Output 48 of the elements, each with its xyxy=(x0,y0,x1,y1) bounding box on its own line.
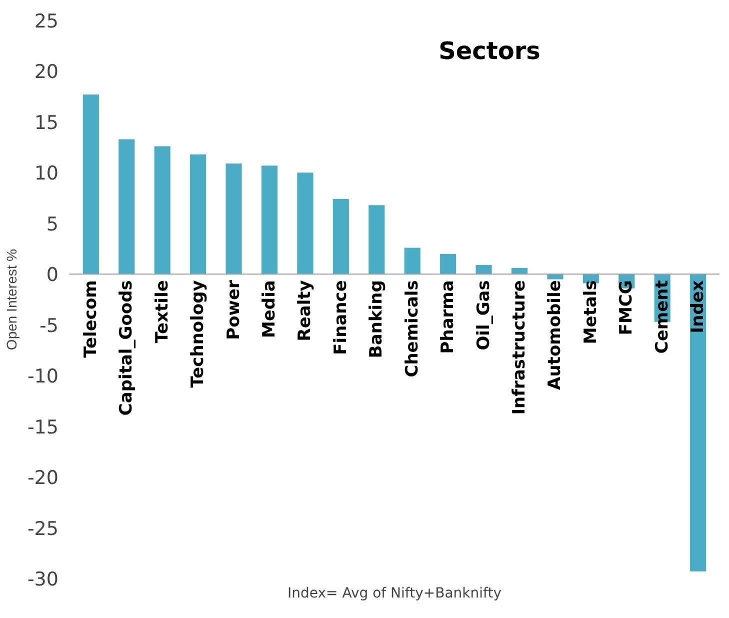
bar xyxy=(368,205,385,274)
text: Index= Avg of Nifty+Banknifty xyxy=(288,586,502,602)
x-tick-label: Realty xyxy=(295,280,316,342)
x-tick-label: Capital_Goods xyxy=(116,280,137,416)
x-tick-label: Metals xyxy=(580,280,601,344)
y-tick-label: 5 xyxy=(46,213,59,236)
x-tick-label: Infrastructure xyxy=(510,280,530,415)
x-tick-label: Chemicals xyxy=(402,280,422,378)
y-tick-label: 20 xyxy=(34,61,59,84)
bar xyxy=(511,268,528,274)
bar xyxy=(476,265,492,274)
bar xyxy=(297,172,314,274)
bar xyxy=(332,199,349,274)
x-tick-label: Textile xyxy=(152,280,172,344)
x-tick-label: Cement xyxy=(652,280,672,354)
x-tick-label: Technology xyxy=(188,280,208,388)
y-axis-title: Open Interest % xyxy=(3,248,20,350)
x-tick-label: Pharma xyxy=(438,280,458,354)
y-tick-label: 25 xyxy=(34,10,59,32)
x-tick-label: Media xyxy=(260,280,280,338)
y-tick-label: -30 xyxy=(27,568,59,590)
y-tick-label: -15 xyxy=(27,416,59,438)
bar xyxy=(404,248,420,274)
bar xyxy=(440,254,456,274)
bar xyxy=(82,94,99,274)
x-tick-label: Index xyxy=(688,280,708,334)
x-tick-label: Power xyxy=(224,280,244,340)
x-tick-label: Automobile xyxy=(545,280,566,390)
y-tick-label: -5 xyxy=(40,314,59,337)
y-tick-label: -25 xyxy=(27,518,59,540)
y-tick-label: -10 xyxy=(27,366,59,388)
x-tick-label: Oil_Gas xyxy=(474,280,494,350)
bar xyxy=(690,274,706,572)
x-tick-label: Finance xyxy=(330,280,351,355)
x-tick-label: Banking xyxy=(366,280,387,358)
bar xyxy=(226,164,242,274)
y-tick-label: 0 xyxy=(46,264,59,286)
bar xyxy=(118,139,135,274)
bar xyxy=(190,154,206,274)
bar xyxy=(547,274,564,280)
bar xyxy=(261,166,278,274)
bar xyxy=(154,146,170,274)
x-tick-label: Telecom xyxy=(80,280,101,358)
y-tick-label: 10 xyxy=(34,162,59,185)
y-tick-label: 15 xyxy=(34,112,59,134)
text: Sectors xyxy=(438,37,540,66)
x-tick-label: FMCG xyxy=(616,280,637,336)
y-tick-label: -20 xyxy=(27,467,59,490)
